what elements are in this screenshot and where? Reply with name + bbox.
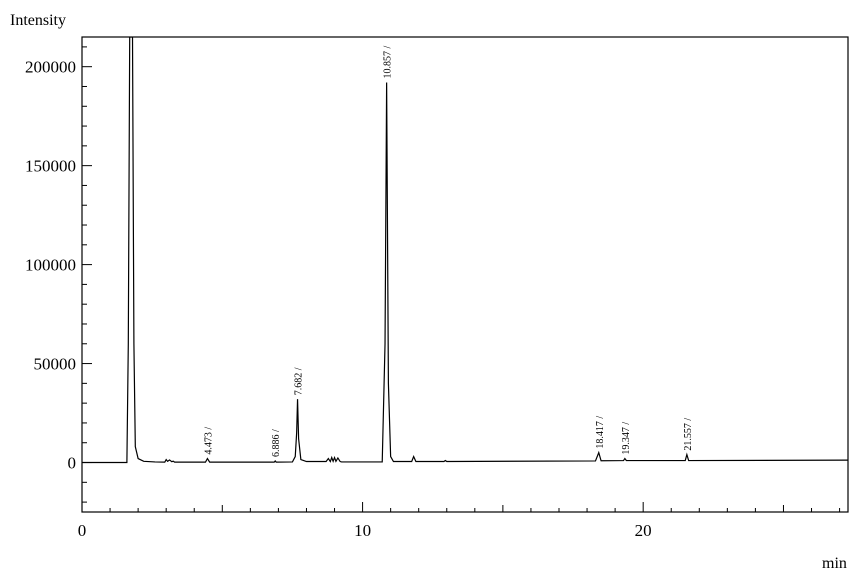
plot-border (81, 36, 849, 513)
peak-label: 7.682 / (294, 367, 305, 395)
y-tick-label: 150000 (25, 157, 76, 176)
series-layer (82, 37, 848, 464)
peak-label: 10.857 / (383, 46, 394, 79)
y-tick-label: 0 (68, 454, 77, 473)
y-tick-label: 50000 (34, 355, 77, 374)
x-tick-label: 10 (354, 521, 371, 540)
chromatogram-trace (82, 37, 848, 464)
y-tick-label: 200000 (25, 58, 76, 77)
peak-label: 19.347 / (621, 422, 632, 455)
peak-label: 4.473 / (204, 427, 215, 455)
x-axis-title: min (822, 555, 847, 572)
y-axis-ticks: 0 50000 100000 150000 200000 (25, 46, 92, 503)
y-tick-label: 100000 (25, 256, 76, 275)
peak-label: 6.886 / (271, 429, 282, 457)
x-axis-ticks: 0 10 20 (78, 502, 841, 540)
x-tick-label: 20 (635, 521, 652, 540)
peak-label: 21.557 / (683, 418, 694, 451)
peak-labels: 4.473 / 6.886 / 7.682 / 10.857 / 18.417 / 19.… (204, 46, 694, 457)
x-tick-label: 0 (78, 521, 87, 540)
peak-label: 18.417 / (595, 416, 606, 449)
y-axis-title: Intensity (10, 12, 66, 29)
plot-frame (81, 36, 849, 513)
